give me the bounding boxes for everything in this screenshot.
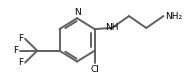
Text: NH₂: NH₂ [165,12,182,21]
Text: N: N [74,8,80,17]
Text: NH: NH [105,23,118,32]
Text: F: F [18,58,23,67]
Text: F: F [18,34,23,43]
Text: F: F [13,46,18,55]
Text: Cl: Cl [90,65,99,74]
